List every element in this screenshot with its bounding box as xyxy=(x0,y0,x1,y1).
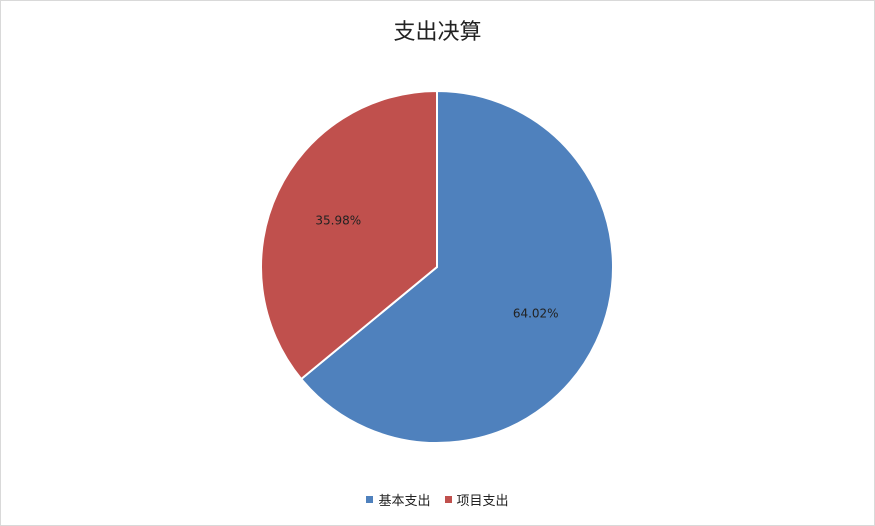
legend-label-basic: 基本支出 xyxy=(378,494,431,509)
pie-slices xyxy=(260,89,614,444)
legend-swatch-project xyxy=(444,496,452,503)
legend-swatch-basic xyxy=(366,496,374,503)
data-label-basic: 64.02% xyxy=(513,307,559,321)
data-label-project: 35.98% xyxy=(315,213,361,227)
legend-label-project: 项目支出 xyxy=(456,494,509,509)
chart-title: 支出决算 xyxy=(393,20,482,45)
slice-basic[interactable] xyxy=(299,89,614,444)
legend: 基本支出 项目支出 xyxy=(0,490,875,509)
pie-data-labels: 64.02% 35.98% xyxy=(315,213,558,320)
slice-project[interactable] xyxy=(260,89,438,381)
legend-item-project[interactable]: 项目支出 xyxy=(444,490,509,509)
legend-item-basic[interactable]: 基本支出 xyxy=(366,490,431,509)
